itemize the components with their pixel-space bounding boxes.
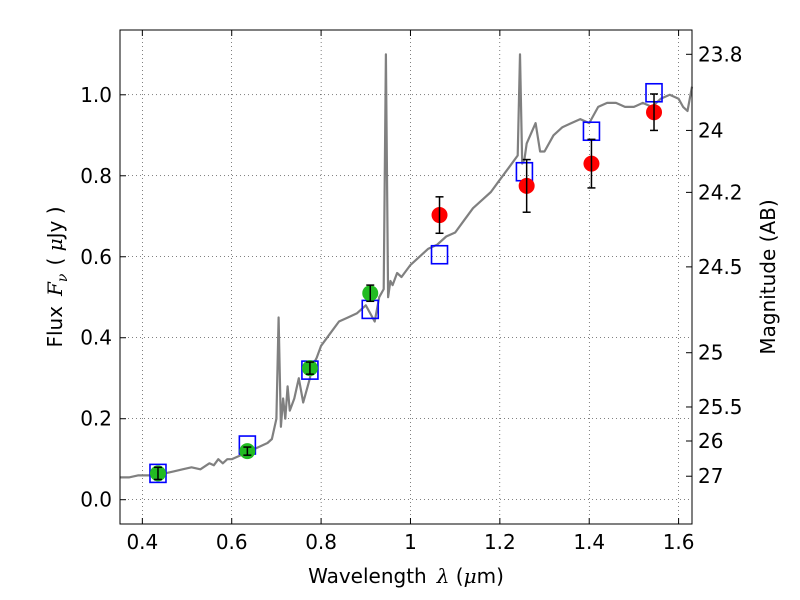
x-axis-label: Wavelength λ (μm) (308, 564, 504, 588)
y-tick-label: 0.2 (80, 407, 112, 431)
x-tick-label: 1.2 (484, 530, 516, 554)
y-axis-label-subscript: ν (55, 273, 71, 282)
x-tick-label: 1.4 (573, 530, 605, 554)
x-axis-label-text: Wavelength (308, 564, 427, 588)
y-axis-label-symbol: F (43, 281, 67, 297)
x-axis-label-unit-open: ( (449, 564, 463, 588)
x-axis-label-symbol: λ (436, 564, 450, 588)
y-axis-label-unit-mu: μ (43, 238, 67, 251)
y2-tick-label: 26 (698, 429, 723, 453)
x-tick-label: 1 (404, 530, 417, 554)
sed-chart: 0.4 0.6 0.8 1 1.2 1.4 1.6 0.0 0.2 0.4 0.6 0.8 1.0 2… (0, 0, 800, 600)
y2-axis-label: Magnitude (AB) (756, 199, 780, 354)
y-axis-label-unit-close: Jy ) (43, 206, 67, 240)
y2-tick-label: 25.5 (698, 395, 743, 419)
y2-tick-label: 27 (698, 464, 723, 488)
y-tick-label: 0.0 (80, 488, 112, 512)
y-axis-label-unit-open: ( (43, 251, 67, 265)
y2-tick-label: 24.2 (698, 180, 743, 204)
x-tick-label: 0.6 (216, 530, 248, 554)
y-tick-label: 0.4 (80, 326, 112, 350)
x-tick-label: 1.6 (663, 530, 695, 554)
x-axis-label-unit-mu: μ (464, 564, 477, 588)
y-axis-label-prefix: Flux (43, 306, 67, 348)
y-tick-label: 1.0 (80, 83, 112, 107)
x-axis-label-unit-close: m) (477, 564, 504, 588)
y-tick-label: 0.6 (80, 245, 112, 269)
y2-tick-label: 24 (698, 118, 723, 142)
x-tick-label: 0.4 (126, 530, 158, 554)
y2-tick-label: 23.8 (698, 42, 743, 66)
y2-tick-label: 24.5 (698, 255, 743, 279)
x-tick-label: 0.8 (305, 530, 337, 554)
y2-tick-label: 25 (698, 341, 723, 365)
y-tick-label: 0.8 (80, 164, 112, 188)
